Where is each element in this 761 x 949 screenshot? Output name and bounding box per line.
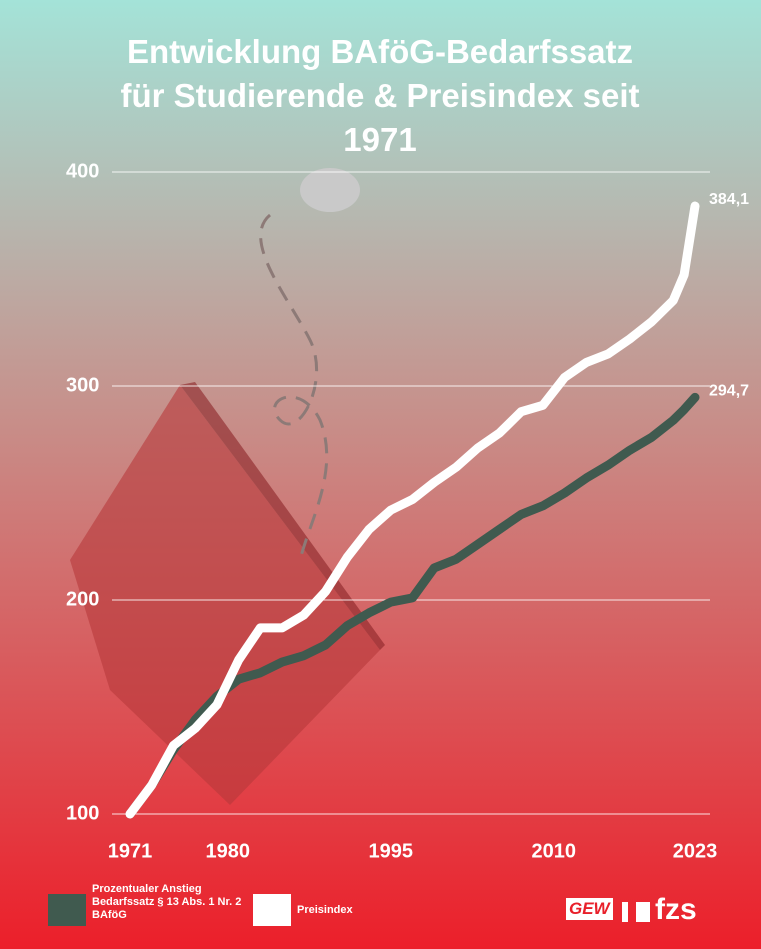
x-tick-label: 1995: [369, 840, 414, 862]
logo-bars: [622, 902, 650, 922]
series-line: [125, 201, 700, 819]
legend-swatch: [253, 894, 291, 926]
legend-label: Prozentualer Anstieg Bedarfssatz § 13 Ab…: [92, 883, 242, 921]
x-tick-label: 2010: [532, 840, 577, 862]
x-tick-label: 1971: [108, 840, 153, 862]
flight-path: [259, 213, 329, 561]
logo-gew: GEW: [566, 898, 613, 920]
value-label: 384,1: [709, 191, 749, 208]
chart-title: Entwicklung BAföG-Bedarfssatz für Studie…: [120, 33, 640, 158]
y-tick-label: 200: [66, 588, 99, 610]
x-tick-label: 2023: [673, 840, 718, 862]
y-tick-label: 300: [66, 374, 99, 396]
y-tick-label: 400: [66, 160, 99, 182]
legend-swatch: [48, 894, 86, 926]
logo-fzs: fzs: [655, 893, 697, 926]
x-tick-label: 1980: [206, 840, 251, 862]
plot: 100 200 300 400 1971 1980 1995 2010 2023 294,7 384…: [66, 160, 749, 862]
fly-illustration: [300, 168, 360, 212]
wallet-illustration: [70, 385, 380, 805]
legend-label: Preisindex: [297, 904, 353, 916]
y-tick-label: 100: [66, 802, 99, 824]
value-label: 294,7: [709, 383, 749, 400]
